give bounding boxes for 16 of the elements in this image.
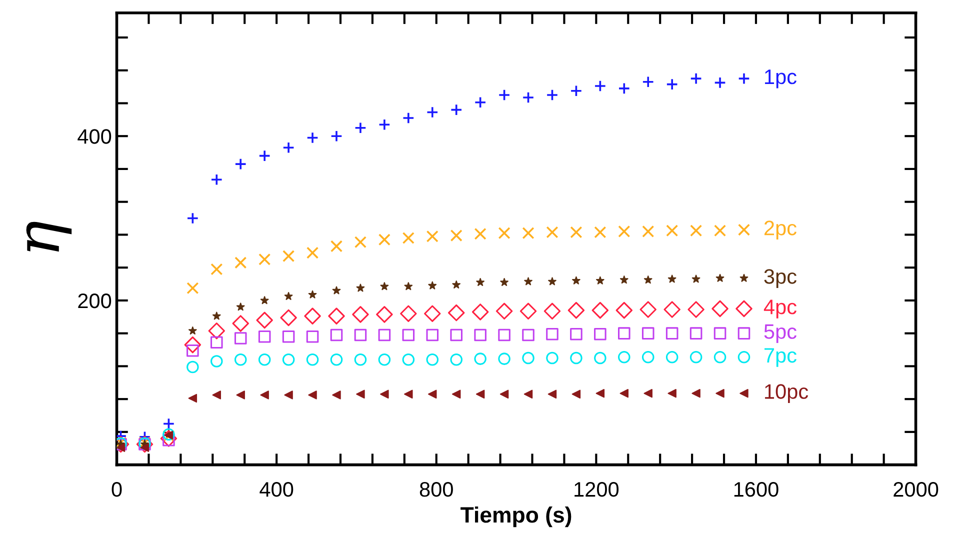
series-label: 3pc <box>764 269 796 288</box>
series-label: 1pc <box>765 70 796 88</box>
x-tick-label: 0 <box>112 482 122 497</box>
x-tick-label: 2000 <box>894 482 938 497</box>
x-tick-label: 1600 <box>734 482 778 497</box>
y-axis-title: η <box>26 222 72 252</box>
series-label: 2pc <box>764 220 796 240</box>
series-label: 10pc <box>765 384 808 404</box>
x-axis-title: Tiempo (s) <box>460 506 572 528</box>
x-tick-label: 1200 <box>574 482 619 497</box>
series-label: 7pc <box>764 348 796 367</box>
x-tick-label: 800 <box>420 482 453 497</box>
series-label: 4pc <box>764 300 796 318</box>
series-label: 5pc <box>764 324 796 344</box>
x-tick-label: 400 <box>260 482 294 497</box>
y-tick-label: 200 <box>78 293 112 308</box>
